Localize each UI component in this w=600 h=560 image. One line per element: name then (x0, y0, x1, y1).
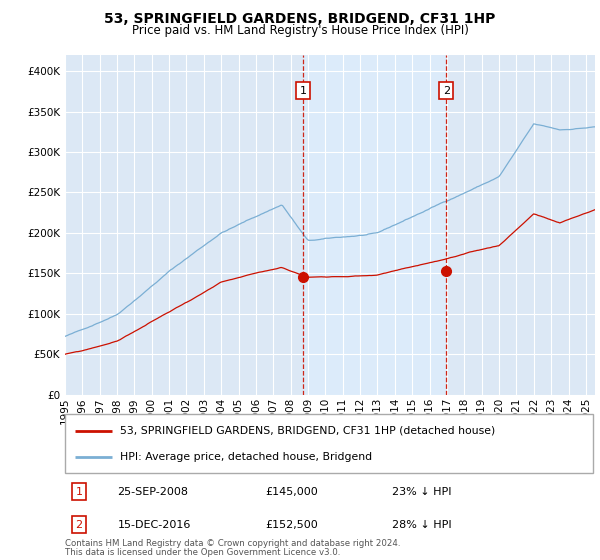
Bar (303, 55, 446, 395)
Text: 1: 1 (300, 86, 307, 96)
Text: 2: 2 (76, 520, 83, 530)
Text: Contains HM Land Registry data © Crown copyright and database right 2024.: Contains HM Land Registry data © Crown c… (65, 539, 400, 548)
Text: £152,500: £152,500 (265, 520, 318, 530)
Text: 28% ↓ HPI: 28% ↓ HPI (392, 520, 452, 530)
Text: 15-DEC-2016: 15-DEC-2016 (118, 520, 191, 530)
Text: 53, SPRINGFIELD GARDENS, BRIDGEND, CF31 1HP: 53, SPRINGFIELD GARDENS, BRIDGEND, CF31 … (104, 12, 496, 26)
Text: Price paid vs. HM Land Registry's House Price Index (HPI): Price paid vs. HM Land Registry's House … (131, 24, 469, 37)
Text: 25-SEP-2008: 25-SEP-2008 (118, 487, 188, 497)
Text: 23% ↓ HPI: 23% ↓ HPI (392, 487, 452, 497)
Text: 53, SPRINGFIELD GARDENS, BRIDGEND, CF31 1HP (detached house): 53, SPRINGFIELD GARDENS, BRIDGEND, CF31 … (120, 426, 496, 436)
Text: HPI: Average price, detached house, Bridgend: HPI: Average price, detached house, Brid… (120, 452, 373, 462)
Text: £145,000: £145,000 (265, 487, 318, 497)
Text: This data is licensed under the Open Government Licence v3.0.: This data is licensed under the Open Gov… (65, 548, 340, 557)
Text: 1: 1 (76, 487, 83, 497)
Text: 2: 2 (443, 86, 450, 96)
